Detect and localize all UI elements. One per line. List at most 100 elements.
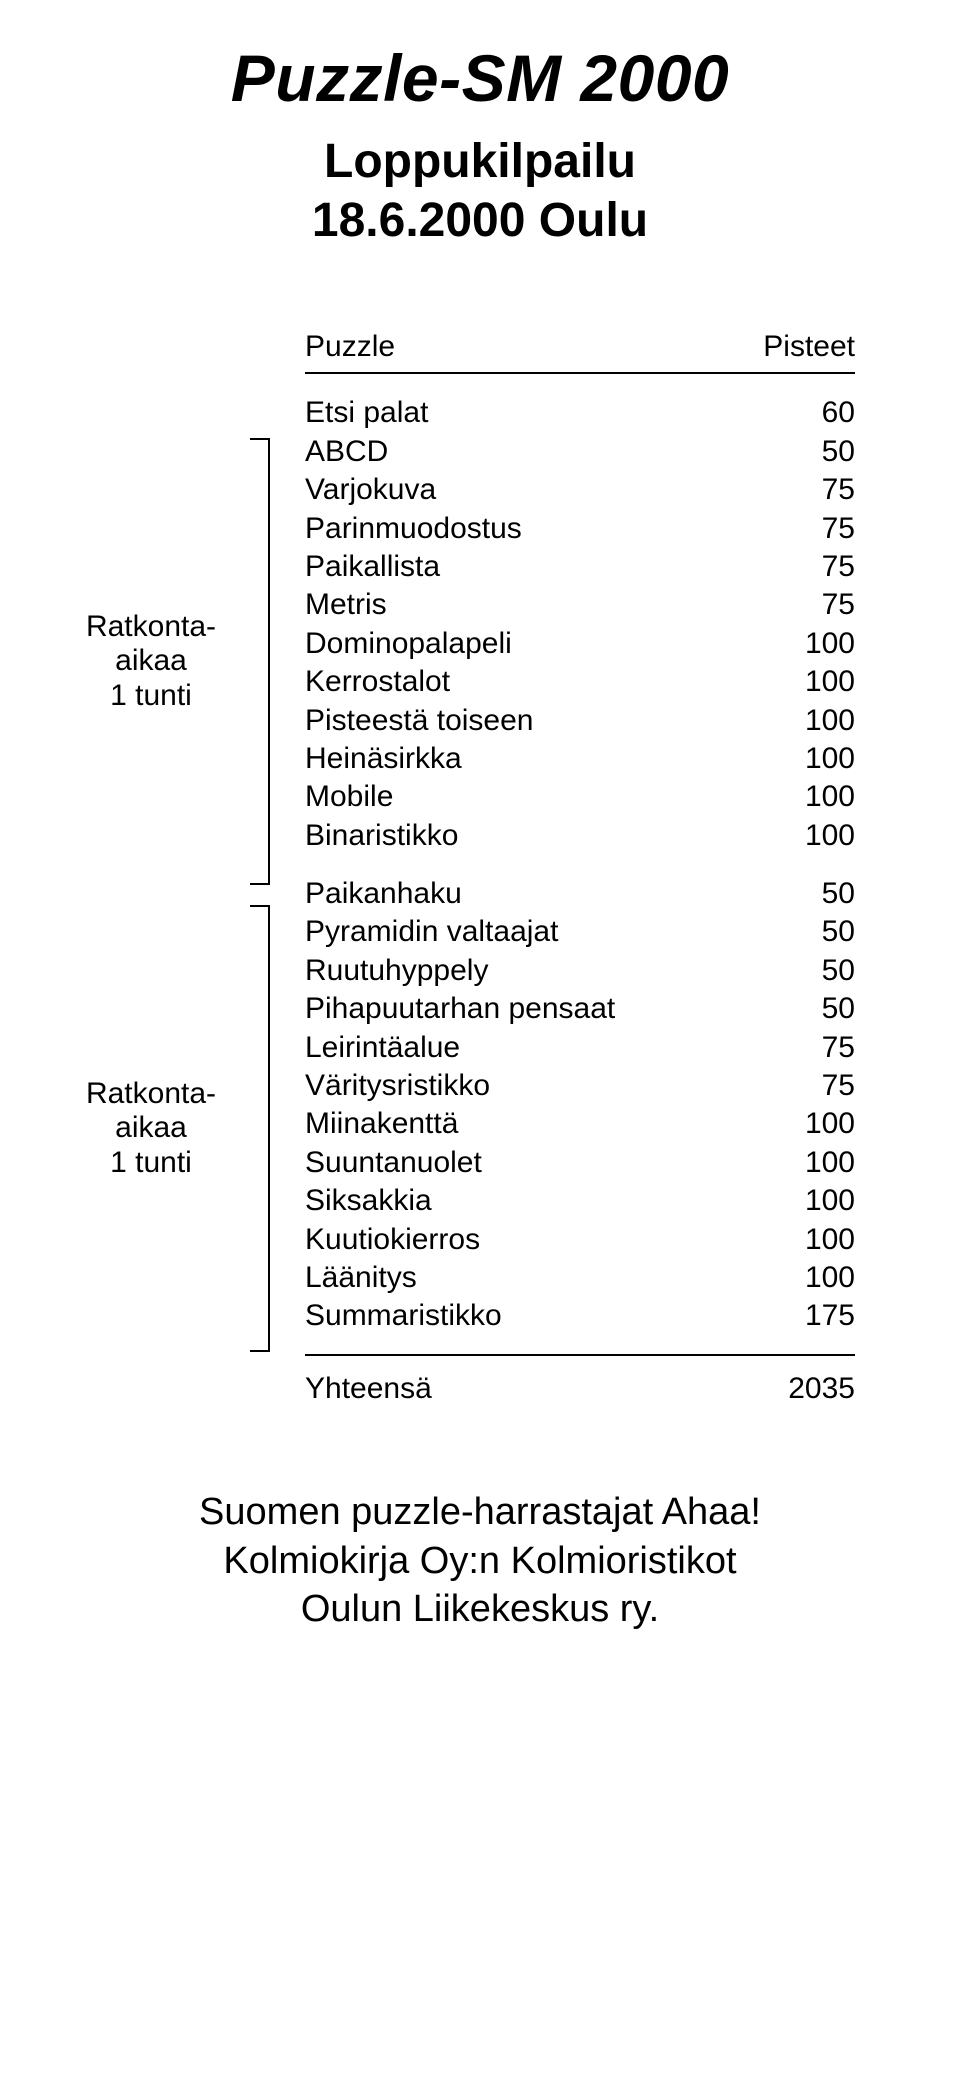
header-points: Pisteet xyxy=(735,328,855,366)
row-name: Etsi palat xyxy=(305,394,735,432)
row-points: 100 xyxy=(735,1259,855,1297)
row-points: 100 xyxy=(735,1105,855,1143)
table-row: Dominopalapeli100 xyxy=(305,625,855,663)
row-points: 50 xyxy=(735,952,855,990)
main-title: Puzzle-SM 2000 xyxy=(60,40,900,116)
row-name: Ruutuhyppely xyxy=(305,952,735,990)
bracket-label-line: aikaa xyxy=(60,644,242,679)
row-points: 100 xyxy=(735,1221,855,1259)
title-block: Puzzle-SM 2000 Loppukilpailu 18.6.2000 O… xyxy=(60,40,900,248)
row-points: 100 xyxy=(735,740,855,778)
table-header-row: Puzzle Pisteet xyxy=(305,328,855,374)
row-name: Binaristikko xyxy=(305,817,735,855)
footer-line: Suomen puzzle-harrastajat Ahaa! xyxy=(60,1488,900,1537)
table-row: Metris75 xyxy=(305,586,855,624)
total-divider xyxy=(305,1354,855,1356)
row-name: Miinakenttä xyxy=(305,1105,735,1143)
table-row: Binaristikko100 xyxy=(305,817,855,855)
row-points: 100 xyxy=(735,1144,855,1182)
table-row: Parinmuodostus75 xyxy=(305,510,855,548)
table-row: Miinakenttä100 xyxy=(305,1105,855,1143)
footer-line: Oulun Liikekeskus ry. xyxy=(60,1585,900,1634)
table-row: ABCD50 xyxy=(305,433,855,471)
table-row: Etsi palat60 xyxy=(305,394,855,432)
row-name: Kerrostalot xyxy=(305,663,735,701)
row-points: 100 xyxy=(735,817,855,855)
table-row: Mobile100 xyxy=(305,778,855,816)
row-name: Paikanhaku xyxy=(305,875,735,913)
bracket-label-line: 1 tunti xyxy=(60,679,242,714)
table-row: Summaristikko175 xyxy=(305,1297,855,1335)
row-points: 75 xyxy=(735,1029,855,1067)
row-name: Metris xyxy=(305,586,735,624)
table-row: Pisteestä toiseen100 xyxy=(305,702,855,740)
table-column: Puzzle Pisteet Etsi palat60 ABCD50 Varjo… xyxy=(270,328,900,1408)
row-points: 60 xyxy=(735,394,855,432)
row-name: Summaristikko xyxy=(305,1297,735,1335)
table-row: Ruutuhyppely50 xyxy=(305,952,855,990)
row-name: Heinäsirkka xyxy=(305,740,735,778)
row-points: 50 xyxy=(735,913,855,951)
row-name: Paikallista xyxy=(305,548,735,586)
bracket-label-line: 1 tunti xyxy=(60,1146,242,1181)
row-points: 100 xyxy=(735,625,855,663)
table-row: Leirintäalue75 xyxy=(305,1029,855,1067)
row-points: 50 xyxy=(735,433,855,471)
bracket-label-line: aikaa xyxy=(60,1111,242,1146)
section-gap xyxy=(305,855,855,875)
row-name: Väritysristikko xyxy=(305,1067,735,1105)
table-row: Pihapuutarhan pensaat50 xyxy=(305,990,855,1028)
row-points: 75 xyxy=(735,510,855,548)
row-name: Leirintäalue xyxy=(305,1029,735,1067)
row-points: 100 xyxy=(735,663,855,701)
bracket-group-2: Ratkonta- aikaa 1 tunti xyxy=(60,905,270,1352)
table-row: Kerrostalot100 xyxy=(305,663,855,701)
row-name: Suuntanuolet xyxy=(305,1144,735,1182)
subtitle: Loppukilpailu xyxy=(60,134,900,189)
table-row: Paikallista75 xyxy=(305,548,855,586)
table-row: Paikanhaku50 xyxy=(305,875,855,913)
row-name: Parinmuodostus xyxy=(305,510,735,548)
table-row: Suuntanuolet100 xyxy=(305,1144,855,1182)
content-row: Ratkonta- aikaa 1 tunti Ratkonta- aikaa … xyxy=(60,328,900,1408)
row-points: 75 xyxy=(735,548,855,586)
row-points: 100 xyxy=(735,702,855,740)
table-row: Heinäsirkka100 xyxy=(305,740,855,778)
bracket-label-line: Ratkonta- xyxy=(60,610,242,645)
section-2: Paikanhaku50 Pyramidin valtaajat50 Ruutu… xyxy=(305,875,855,1336)
row-points: 50 xyxy=(735,875,855,913)
bracket-shape xyxy=(250,438,270,885)
bracket-group-1: Ratkonta- aikaa 1 tunti xyxy=(60,438,270,885)
total-row: Yhteensä 2035 xyxy=(305,1370,855,1408)
table-row: Väritysristikko75 xyxy=(305,1067,855,1105)
table-row: Kuutiokierros100 xyxy=(305,1221,855,1259)
table-row: Pyramidin valtaajat50 xyxy=(305,913,855,951)
row-points: 175 xyxy=(735,1297,855,1335)
points-table: Puzzle Pisteet Etsi palat60 ABCD50 Varjo… xyxy=(305,328,855,1408)
row-points: 75 xyxy=(735,586,855,624)
row-name: Varjokuva xyxy=(305,471,735,509)
table-row: Siksakkia100 xyxy=(305,1182,855,1220)
bracket-column: Ratkonta- aikaa 1 tunti Ratkonta- aikaa … xyxy=(60,328,270,1408)
bracket-label-2: Ratkonta- aikaa 1 tunti xyxy=(60,905,242,1352)
table-row: Varjokuva75 xyxy=(305,471,855,509)
row-points: 50 xyxy=(735,990,855,1028)
row-points: 100 xyxy=(735,1182,855,1220)
table-row: Läänitys100 xyxy=(305,1259,855,1297)
row-name: Kuutiokierros xyxy=(305,1221,735,1259)
total-value: 2035 xyxy=(735,1370,855,1408)
row-name: Mobile xyxy=(305,778,735,816)
row-name: Siksakkia xyxy=(305,1182,735,1220)
row-name: Pisteestä toiseen xyxy=(305,702,735,740)
row-points: 75 xyxy=(735,471,855,509)
bracket-shape xyxy=(250,905,270,1352)
row-points: 100 xyxy=(735,778,855,816)
footer-block: Suomen puzzle-harrastajat Ahaa! Kolmioki… xyxy=(60,1488,900,1634)
footer-line: Kolmiokirja Oy:n Kolmioristikot xyxy=(60,1537,900,1586)
row-name: Läänitys xyxy=(305,1259,735,1297)
section-1: Etsi palat60 ABCD50 Varjokuva75 Parinmuo… xyxy=(305,394,855,855)
row-name: Pyramidin valtaajat xyxy=(305,913,735,951)
bracket-label-line: Ratkonta- xyxy=(60,1077,242,1112)
row-points: 75 xyxy=(735,1067,855,1105)
bracket-label-1: Ratkonta- aikaa 1 tunti xyxy=(60,438,242,885)
